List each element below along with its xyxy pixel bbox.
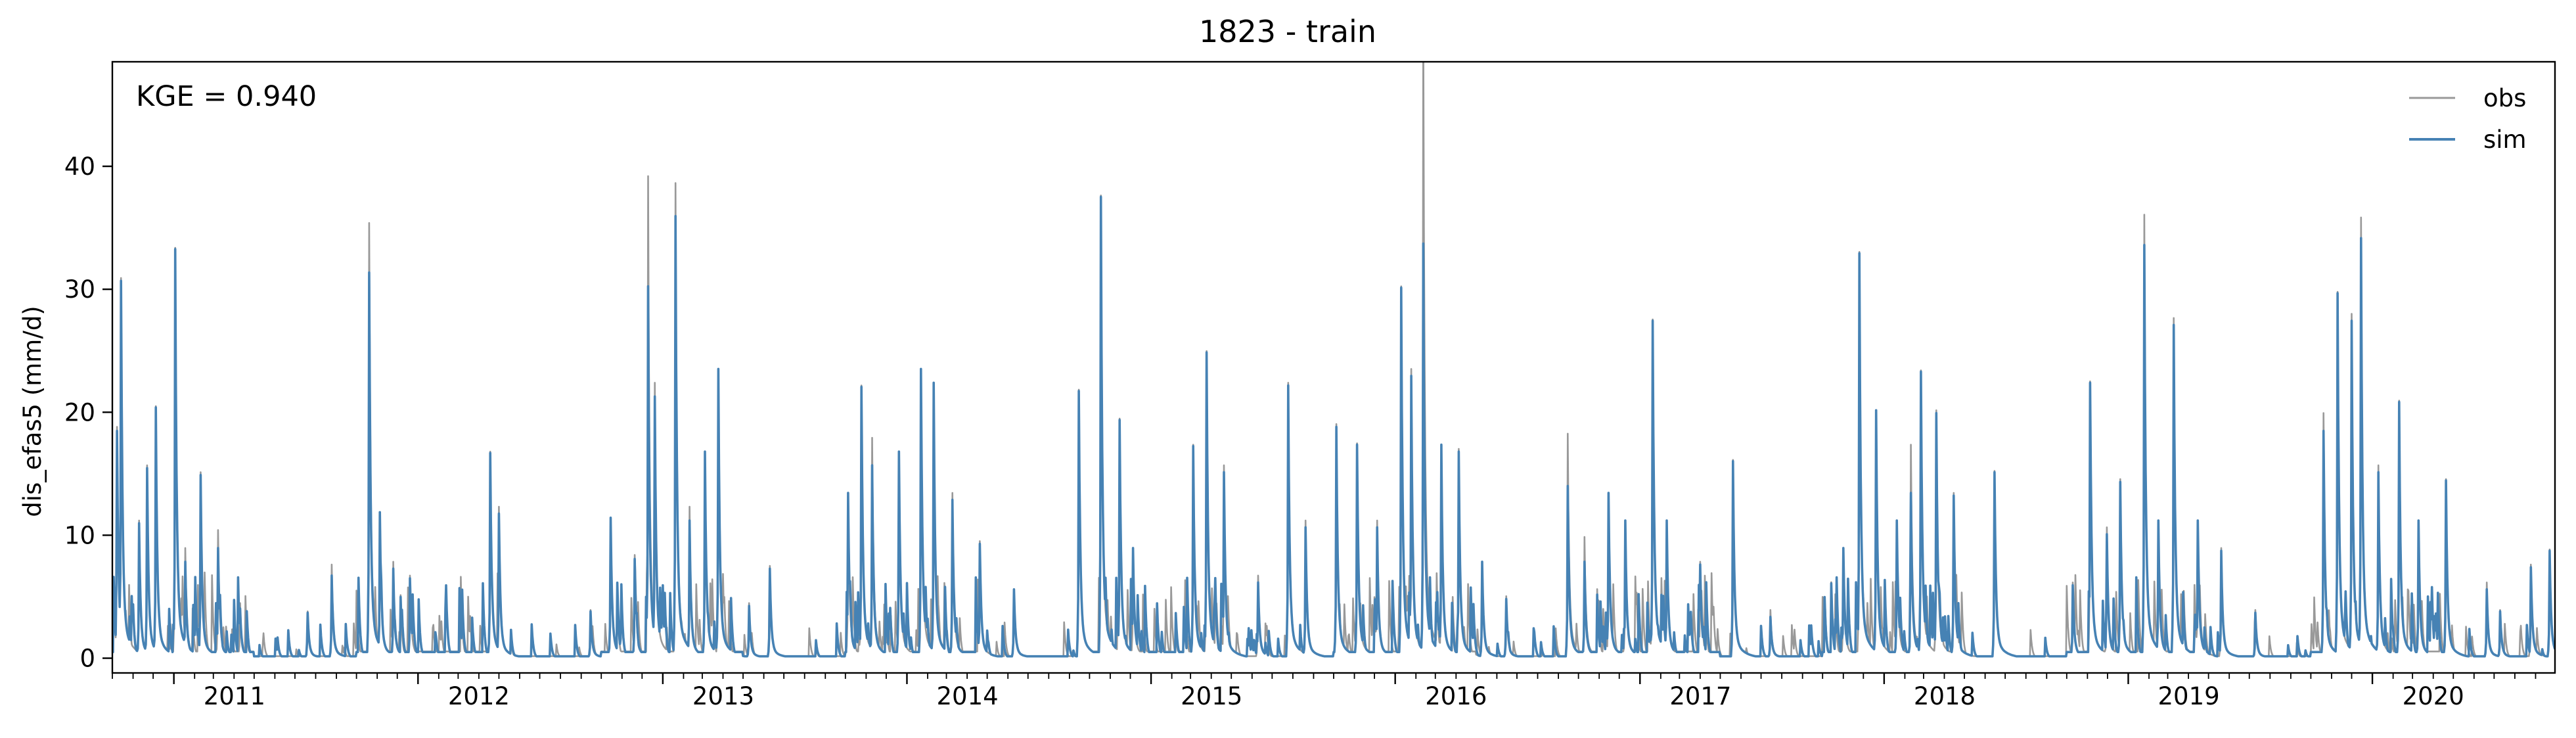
- y-tick-label: 40: [64, 152, 95, 181]
- x-tick-label: 2014: [937, 682, 999, 710]
- plot-frame: [111, 60, 2556, 674]
- legend: obs sim: [2409, 84, 2527, 154]
- kge-annotation: KGE = 0.940: [136, 80, 317, 113]
- series-layer: [112, 62, 2555, 658]
- legend-obs-label: obs: [2483, 84, 2526, 112]
- y-tick-label: 30: [64, 275, 95, 304]
- x-tick-label: 2020: [2403, 682, 2464, 710]
- x-tick-label: 2017: [1669, 682, 1731, 710]
- x-tick-label: 2013: [692, 682, 754, 710]
- legend-sim-label: sim: [2483, 126, 2527, 154]
- series-line-sim: [112, 195, 2555, 658]
- y-axis-label: dis_efas5 (mm/d): [18, 306, 47, 517]
- y-tick-label: 20: [64, 398, 95, 427]
- y-tick-label: 10: [64, 521, 95, 549]
- plot-area: [112, 62, 2555, 658]
- x-tick-label: 2015: [1181, 682, 1242, 710]
- x-axis: 2011 2012 2013 2014 2015 2016 2017 2018 2019 2020: [112, 673, 2537, 710]
- x-tick-label: 2016: [1425, 682, 1487, 710]
- x-tick-label: 2012: [448, 682, 510, 710]
- chart-title: 1823 - train: [1199, 14, 1376, 49]
- x-tick-label: 2018: [1914, 682, 1976, 710]
- x-tick-label: 2019: [2158, 682, 2220, 710]
- y-axis: 0 10 20 30 40: [64, 152, 112, 673]
- x-tick-label: 2011: [204, 682, 265, 710]
- y-tick-label: 0: [79, 645, 95, 673]
